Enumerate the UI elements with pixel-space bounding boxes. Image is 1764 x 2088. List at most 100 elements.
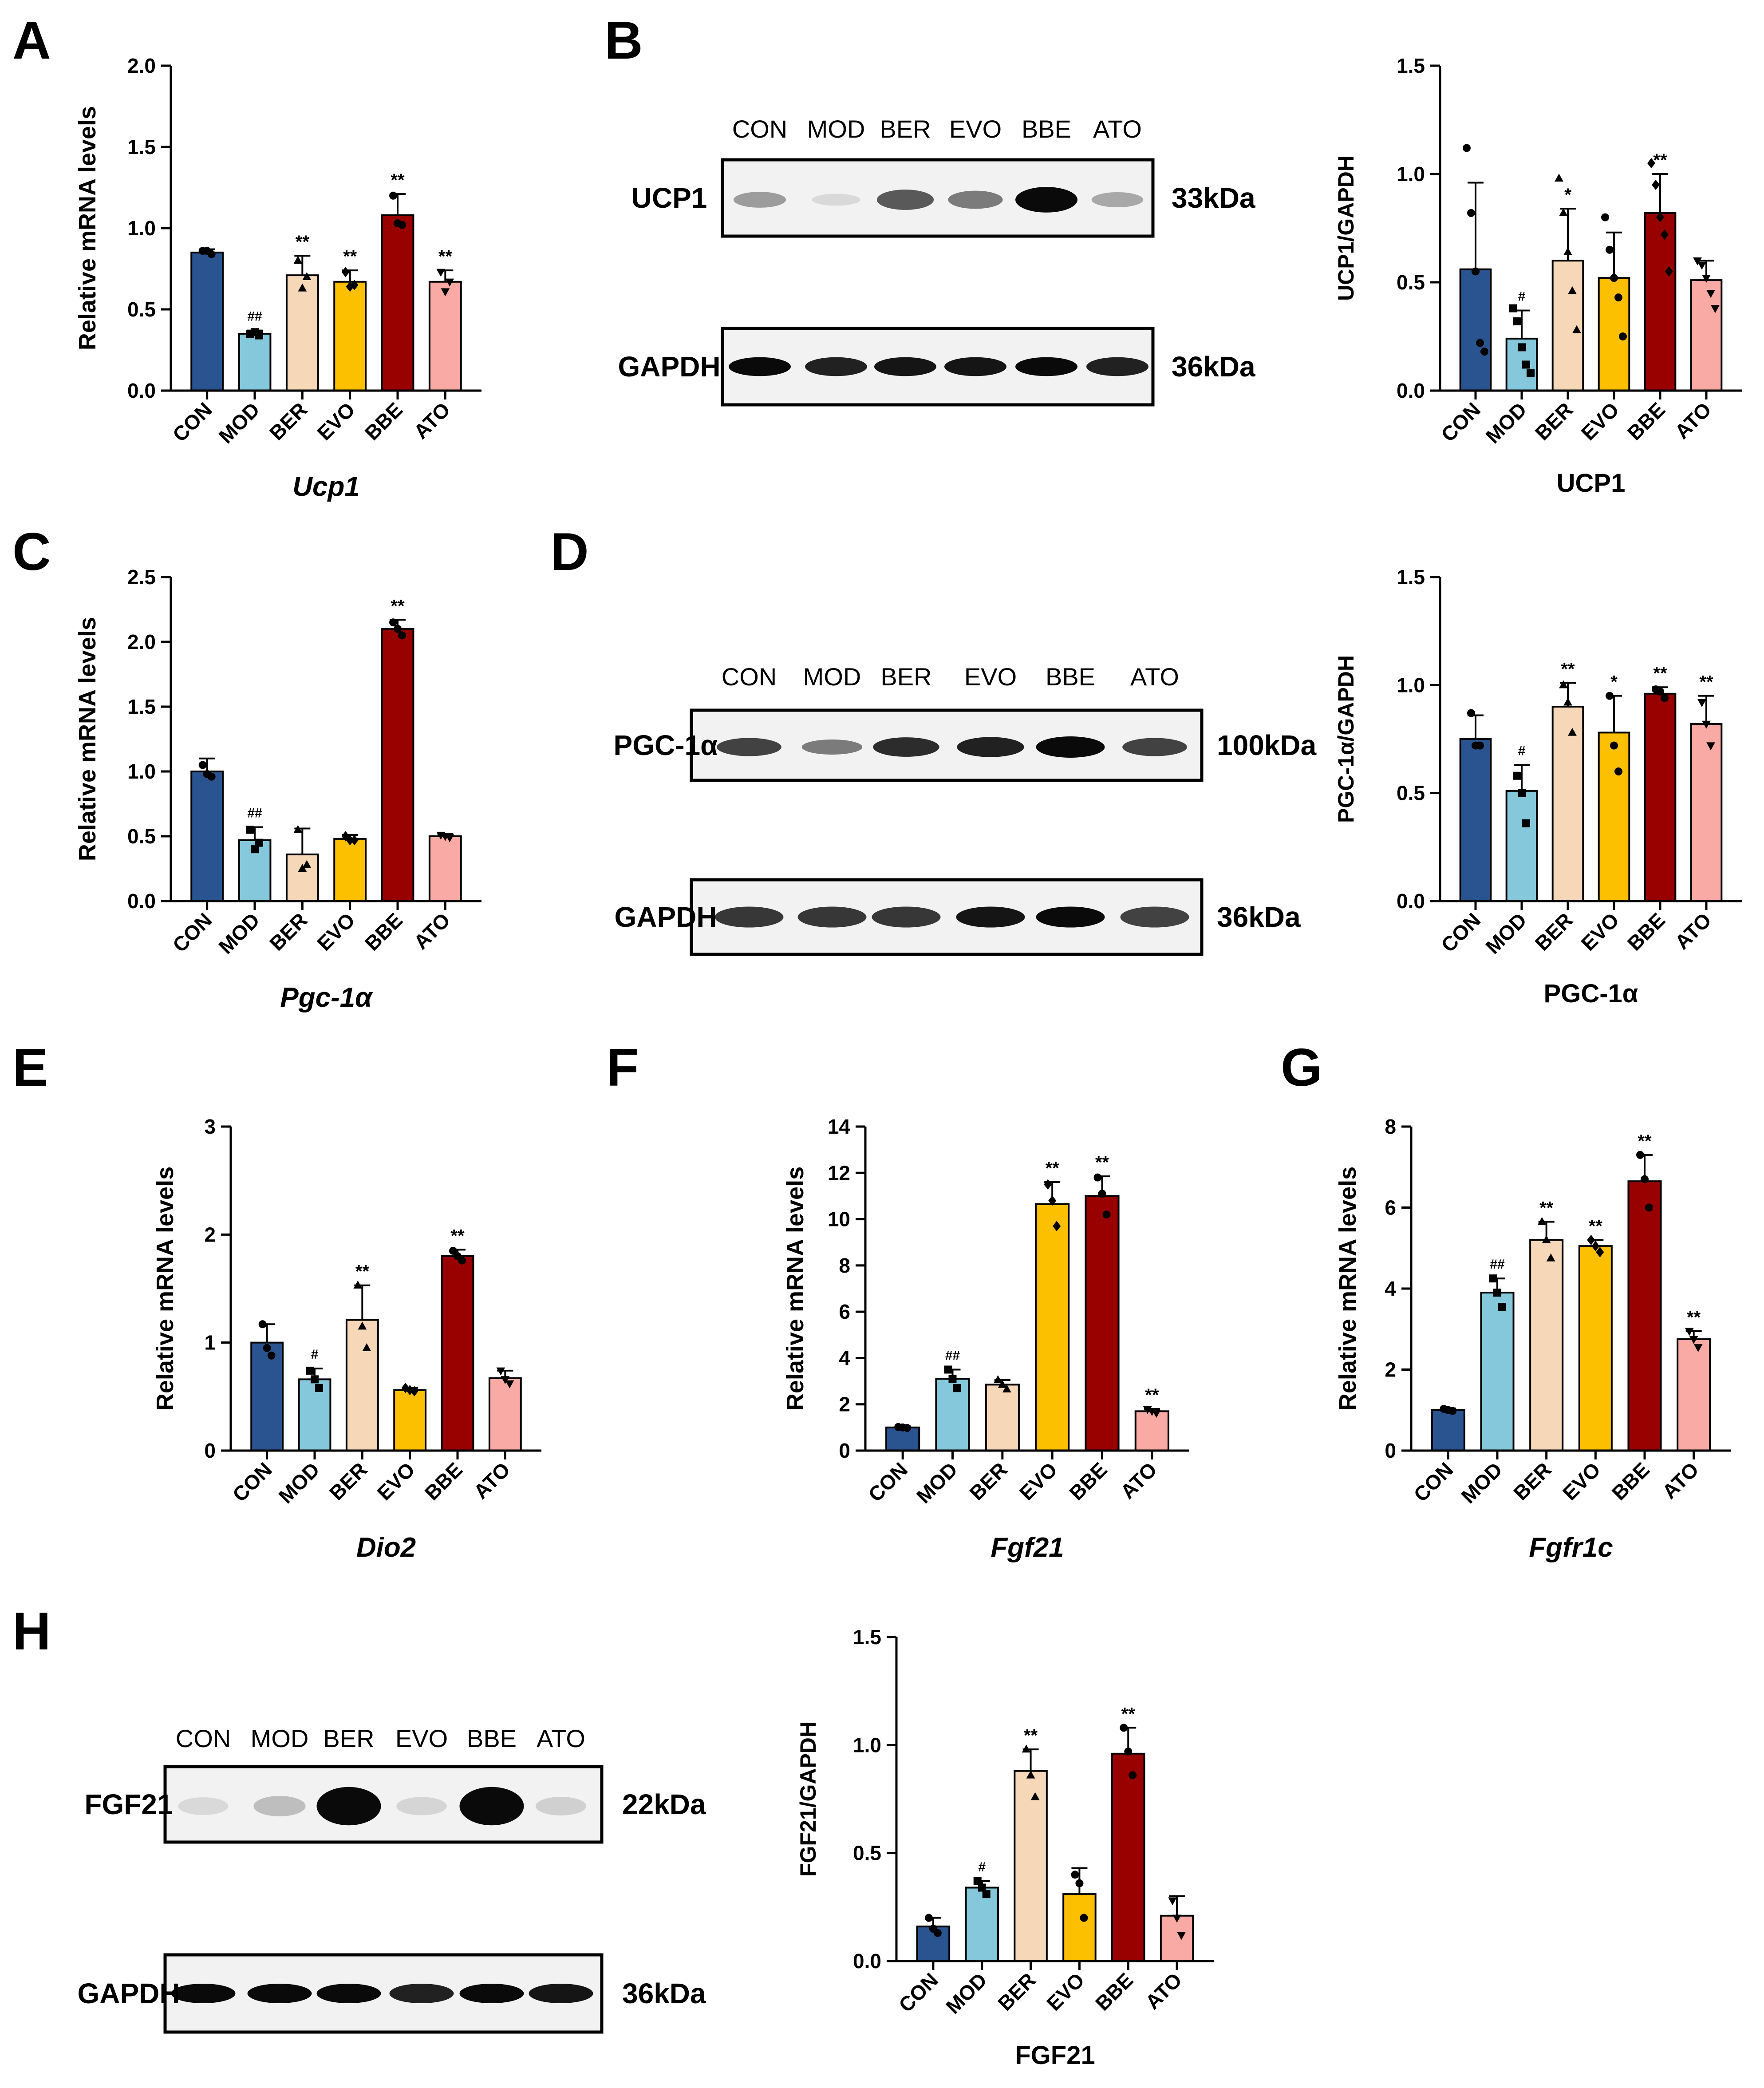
significance-label: ** (1687, 1308, 1701, 1327)
panel-letter-d: D (550, 522, 589, 581)
data-point (1026, 1770, 1035, 1779)
data-point (1071, 1870, 1079, 1879)
y-tick-label: 4 (839, 1346, 850, 1369)
data-point (1656, 212, 1664, 223)
x-tick-label: MOD (214, 398, 264, 448)
protein-band (714, 906, 784, 928)
significance-label: ** (438, 247, 453, 266)
bar-mod (935, 1378, 970, 1452)
protein-band (171, 1983, 236, 2004)
lane-label: EVO (395, 1724, 448, 1752)
x-tick-label: MOD (1456, 1458, 1507, 1508)
y-axis-title: UCP1/GAPDH (1334, 155, 1358, 301)
x-axis-title: UCP1 (1557, 469, 1626, 498)
data-point (1563, 247, 1572, 255)
lane-label: CON (176, 1724, 231, 1752)
bar-mod (238, 332, 272, 392)
data-point (1587, 1234, 1595, 1246)
data-point (1075, 1879, 1084, 1887)
bar-con (190, 771, 224, 902)
data-point (298, 864, 307, 872)
bar-ber (1551, 706, 1584, 902)
data-point (973, 1877, 982, 1885)
x-axis-title: Dio2 (356, 1532, 416, 1563)
protein-band (957, 737, 1024, 757)
x-tick-label: BBE (1091, 1968, 1137, 2015)
y-tick-label: 0 (839, 1439, 850, 1462)
x-tick-label: MOD (1481, 398, 1531, 448)
significance-label: ** (296, 232, 310, 252)
blot-b: CON MOD BER EVO BBE ATO UCP1 33kDa GAPDH 36kDa (618, 115, 1255, 407)
lane-label: MOD (803, 663, 861, 691)
x-tick-label: CON (1436, 398, 1485, 446)
data-point (1489, 1274, 1497, 1283)
significance-label: # (978, 1860, 986, 1874)
y-tick-label: 4 (1385, 1277, 1396, 1300)
y-tick-label: 1 (204, 1331, 216, 1354)
bar-ber (1551, 260, 1584, 392)
data-point (1702, 720, 1711, 729)
y-tick-label: 0.0 (127, 890, 156, 913)
y-tick-label: 1.0 (853, 1733, 881, 1756)
bar-bbe (1644, 212, 1677, 392)
data-point (1518, 343, 1526, 352)
data-point (293, 256, 303, 264)
bar-bbe (1644, 692, 1677, 902)
x-tick-label: CON (1409, 1458, 1457, 1506)
protein-band (873, 737, 939, 757)
bar-con (190, 251, 224, 392)
data-point (1711, 305, 1720, 313)
x-axis-title: Fgf21 (991, 1532, 1064, 1563)
x-tick-label: ATO (1141, 1968, 1186, 2013)
x-tick-label: BER (993, 1968, 1040, 2015)
significance-label: ** (1095, 1153, 1109, 1172)
significance-label: ** (391, 596, 405, 616)
data-point (1448, 1407, 1457, 1415)
y-tick-label: 0.5 (1397, 782, 1425, 805)
lane-label: BBE (1022, 115, 1071, 143)
data-point (1080, 1914, 1088, 1922)
significance-label: ** (1121, 1704, 1136, 1724)
panel-letter-a: A (12, 11, 51, 70)
bar-ato (1677, 1338, 1711, 1451)
data-point (398, 221, 406, 229)
x-axis-title: Ucp1 (292, 471, 360, 502)
data-point (1527, 369, 1535, 377)
lane-label: ATO (1130, 663, 1179, 691)
lane-label: BER (880, 663, 931, 691)
lane-label: MOD (807, 115, 865, 143)
y-tick-label: 2 (839, 1393, 850, 1416)
data-point (1022, 1744, 1031, 1753)
data-point (1596, 1247, 1604, 1258)
protein-band (535, 1796, 587, 1816)
data-point (255, 331, 263, 340)
x-tick-label: CON (864, 1458, 912, 1506)
panel-letter-e: E (12, 1038, 48, 1097)
data-point (263, 1344, 271, 1352)
data-point (903, 1424, 912, 1432)
panel-letter-h: H (12, 1602, 51, 1661)
x-tick-label: BBE (1607, 1458, 1654, 1504)
bar-bbe (441, 1255, 474, 1451)
x-tick-label: EVO (1577, 398, 1623, 444)
protein-band (874, 357, 936, 376)
data-point (1467, 209, 1475, 217)
protein-band (1036, 906, 1105, 928)
protein-band (178, 1797, 229, 1815)
data-point (1546, 1253, 1555, 1262)
x-tick-label: BBE (360, 908, 407, 955)
x-tick-label: BBE (1623, 398, 1669, 444)
data-point (1568, 728, 1577, 736)
data-point (346, 835, 354, 846)
data-point (1476, 339, 1484, 347)
significance-label: ** (355, 1262, 370, 1281)
data-point (1129, 1771, 1137, 1780)
data-point (1467, 709, 1475, 717)
data-point (258, 1320, 267, 1329)
significance-label: ** (391, 170, 405, 190)
data-point (1693, 1344, 1703, 1352)
significance-label: # (1518, 743, 1526, 758)
